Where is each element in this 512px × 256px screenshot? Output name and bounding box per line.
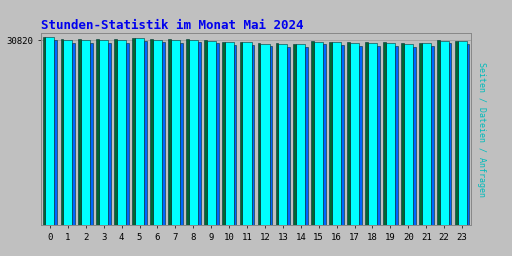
- Bar: [401, 43, 404, 225]
- Bar: [153, 40, 162, 225]
- Bar: [251, 45, 254, 225]
- Bar: [466, 44, 470, 225]
- Bar: [305, 47, 308, 225]
- Bar: [60, 39, 63, 225]
- Bar: [99, 40, 108, 225]
- Bar: [233, 45, 237, 225]
- Bar: [225, 42, 233, 225]
- Bar: [81, 40, 90, 225]
- Bar: [204, 40, 207, 225]
- Bar: [222, 42, 225, 225]
- Bar: [189, 40, 198, 225]
- Bar: [329, 41, 332, 225]
- Bar: [108, 43, 111, 225]
- Bar: [132, 38, 135, 225]
- Bar: [332, 42, 341, 225]
- Bar: [198, 42, 201, 225]
- Bar: [42, 37, 46, 225]
- Text: Stunden-Statistik im Monat Mai 2024: Stunden-Statistik im Monat Mai 2024: [41, 19, 304, 32]
- Bar: [96, 39, 99, 225]
- Bar: [117, 40, 126, 225]
- Bar: [54, 40, 57, 225]
- Bar: [46, 37, 54, 225]
- Bar: [386, 43, 395, 225]
- Bar: [275, 43, 279, 225]
- Bar: [126, 43, 129, 225]
- Bar: [440, 41, 449, 225]
- Bar: [269, 46, 272, 225]
- Bar: [458, 41, 466, 225]
- Bar: [377, 46, 380, 225]
- Bar: [314, 42, 323, 225]
- Bar: [168, 39, 171, 225]
- Bar: [404, 44, 413, 225]
- Bar: [449, 44, 452, 225]
- Bar: [186, 39, 189, 225]
- Bar: [413, 47, 416, 225]
- Bar: [171, 40, 180, 225]
- Bar: [422, 44, 431, 225]
- Bar: [180, 43, 183, 225]
- Bar: [135, 38, 144, 225]
- Bar: [63, 40, 72, 225]
- Bar: [114, 39, 117, 225]
- Bar: [341, 45, 344, 225]
- Bar: [455, 40, 458, 225]
- Bar: [296, 45, 305, 225]
- Bar: [365, 42, 368, 225]
- Bar: [383, 42, 386, 225]
- Bar: [287, 47, 290, 225]
- Bar: [395, 46, 398, 225]
- Bar: [258, 43, 261, 225]
- Bar: [240, 42, 243, 225]
- Bar: [279, 44, 287, 225]
- Bar: [243, 42, 251, 225]
- Bar: [350, 43, 359, 225]
- Bar: [90, 43, 93, 225]
- Bar: [311, 41, 314, 225]
- Bar: [431, 46, 434, 225]
- Bar: [207, 41, 216, 225]
- Y-axis label: Seiten / Dateien / Anfragen: Seiten / Dateien / Anfragen: [477, 62, 485, 197]
- Bar: [293, 44, 296, 225]
- Bar: [323, 44, 326, 225]
- Bar: [78, 39, 81, 225]
- Bar: [419, 43, 422, 225]
- Bar: [144, 41, 147, 225]
- Bar: [261, 44, 269, 225]
- Bar: [162, 42, 165, 225]
- Bar: [359, 46, 362, 225]
- Bar: [72, 43, 75, 225]
- Bar: [368, 43, 377, 225]
- Bar: [437, 40, 440, 225]
- Bar: [216, 43, 219, 225]
- Bar: [347, 42, 350, 225]
- Bar: [150, 39, 153, 225]
